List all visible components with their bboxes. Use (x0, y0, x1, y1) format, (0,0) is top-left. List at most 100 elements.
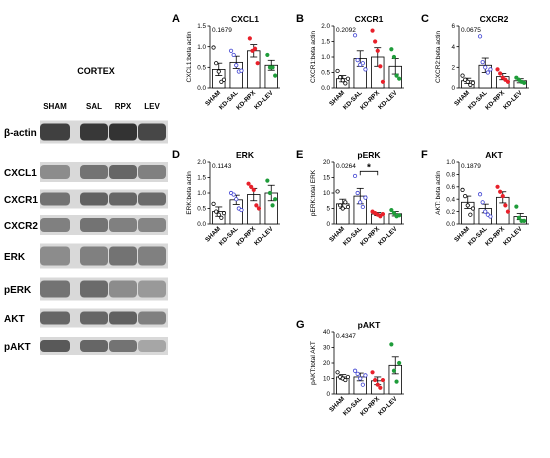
data-point (247, 36, 252, 41)
y-tick-label: 30 (323, 345, 331, 352)
data-point (463, 193, 468, 199)
y-tick-label: 0.2 (446, 209, 455, 216)
blot-band (40, 340, 70, 352)
data-point (378, 64, 383, 69)
data-point (338, 203, 343, 208)
data-point (343, 377, 348, 383)
data-point (352, 368, 358, 373)
blot-row-label: CXCL1 (4, 168, 37, 179)
data-point (273, 73, 278, 78)
data-point (219, 79, 224, 84)
data-point (522, 218, 527, 224)
y-tick-label: 6 (451, 23, 455, 30)
data-point (498, 189, 503, 194)
blot-band (80, 246, 108, 266)
data-point (516, 215, 522, 220)
data-point (391, 54, 397, 60)
panel-letter: G (296, 319, 305, 331)
y-tick-label: 0.6 (446, 184, 455, 191)
data-point (340, 78, 345, 83)
blot-band (109, 123, 137, 141)
blot-band (80, 165, 108, 179)
data-point (394, 379, 399, 384)
y-tick-label: 4 (451, 44, 455, 51)
blot-band (40, 218, 70, 232)
data-point (239, 207, 244, 213)
data-point (522, 80, 527, 85)
blot-band (109, 311, 137, 325)
blot-band (109, 246, 137, 266)
blot-band (109, 340, 137, 352)
data-point (397, 360, 402, 366)
chart-title: CXCR1 (355, 14, 384, 24)
y-tick-label: 1.5 (197, 175, 206, 182)
chart-panel-erk: D ERK ERK:beta actin 0.0 0.5 1.0 1.5 2.0 0.1143 S… (170, 148, 293, 266)
blot-lane-label: SAL (86, 102, 102, 111)
data-point (477, 34, 483, 39)
chart-panel-cxcr2: C CXCR2 CXCR2:beta actin 0 2 4 6 0.0675 SHAM KD-S… (419, 12, 542, 130)
data-point (498, 71, 503, 76)
panel-letter: B (296, 13, 304, 25)
data-point (214, 209, 219, 214)
data-point (256, 206, 262, 211)
blot-band (138, 311, 166, 325)
blot-band (109, 165, 137, 179)
blot-row-label: CXCR1 (4, 195, 38, 206)
y-tick-label: 20 (323, 159, 331, 166)
data-point (214, 61, 219, 66)
y-tick-label: 20 (323, 360, 331, 367)
data-point (221, 211, 227, 216)
blot-band (40, 280, 70, 298)
data-point (485, 70, 490, 75)
data-point (255, 61, 260, 66)
data-point (343, 200, 348, 205)
chart-title: pAKT (358, 320, 381, 330)
data-point (460, 73, 465, 78)
panel-letter: F (421, 149, 428, 161)
panel-letter: A (172, 13, 180, 25)
data-point (465, 203, 470, 208)
blot-band (40, 192, 70, 206)
data-point (483, 65, 488, 70)
data-point (483, 209, 488, 214)
data-point (514, 204, 519, 209)
y-tick-label: 10 (323, 190, 331, 197)
data-point (265, 52, 270, 58)
western-blot-image: CORTEX SHAM SAL RPX LEV β-actin CXCL1 CXCR1 CX… (4, 66, 168, 355)
data-point (470, 206, 476, 211)
blot-lane-label: LEV (144, 102, 160, 111)
blot-lane-label: RPX (115, 102, 132, 111)
blot-band (80, 280, 108, 298)
data-point (370, 28, 375, 33)
y-tick-label: 0.0 (446, 221, 455, 228)
data-point (505, 209, 511, 214)
p-value: 0.1879 (461, 163, 481, 170)
blot-band (138, 218, 166, 232)
data-point (358, 376, 363, 381)
data-point (265, 178, 270, 183)
data-point (391, 368, 397, 373)
data-point (211, 201, 216, 206)
data-point (335, 370, 340, 375)
significance-marker: * (367, 162, 371, 173)
data-point (216, 212, 221, 217)
y-tick-label: 15 (323, 175, 331, 182)
y-axis-label: CXCR1:beta actin (310, 31, 317, 83)
data-point (394, 73, 399, 78)
blot-row-label: CXCR2 (4, 221, 38, 232)
y-tick-label: 10 (323, 376, 331, 383)
panel-letter: E (296, 149, 303, 161)
data-point (477, 192, 483, 197)
data-point (370, 370, 375, 375)
data-point (500, 75, 505, 80)
data-point (358, 200, 363, 205)
data-point (391, 211, 397, 216)
y-tick-label: 0.5 (197, 65, 206, 72)
data-point (360, 61, 365, 66)
data-point (343, 81, 348, 86)
x-tick-label: KD-LEV (502, 89, 524, 111)
y-tick-label: 0.0 (197, 85, 206, 92)
